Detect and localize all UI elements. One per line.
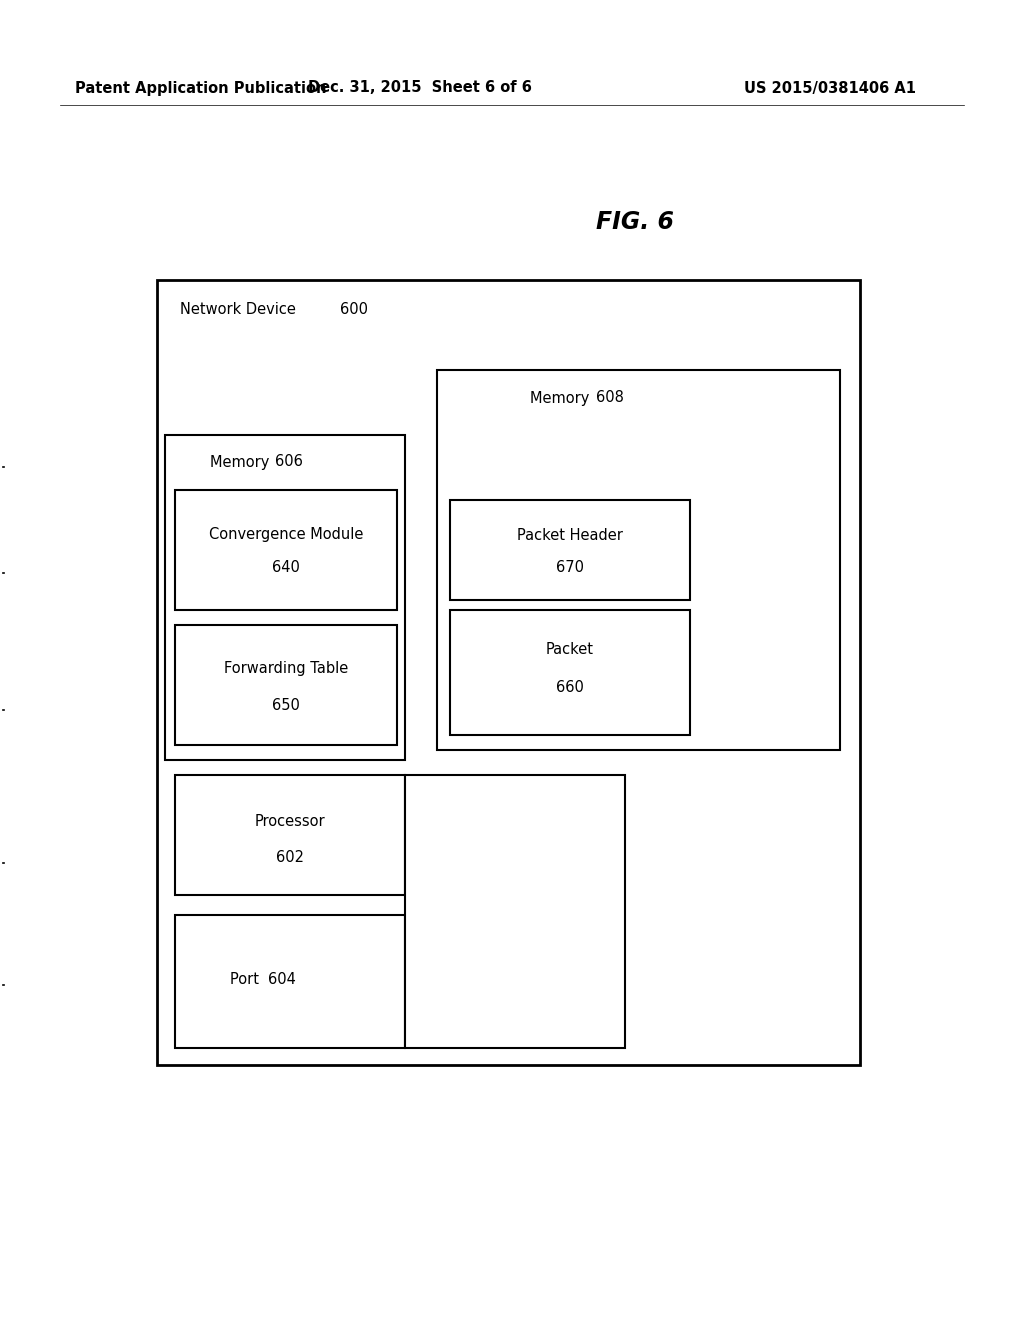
Text: 650: 650 — [272, 697, 300, 713]
Text: Network Device: Network Device — [180, 302, 300, 318]
Bar — [450, 500, 690, 601]
Bar — [175, 490, 397, 610]
Text: 670: 670 — [556, 561, 584, 576]
Text: FIG. 6: FIG. 6 — [596, 210, 674, 234]
Text: Memory: Memory — [210, 454, 274, 470]
Text: 606: 606 — [275, 454, 303, 470]
Text: Forwarding Table: Forwarding Table — [224, 660, 348, 676]
Text: 640: 640 — [272, 561, 300, 576]
Text: Packet: Packet — [546, 643, 594, 657]
Bar — [165, 436, 406, 760]
Bar — [406, 775, 625, 1048]
Text: Patent Application Publication: Patent Application Publication — [75, 81, 327, 95]
Text: Packet Header: Packet Header — [517, 528, 623, 543]
Bar — [437, 370, 840, 750]
Text: Dec. 31, 2015  Sheet 6 of 6: Dec. 31, 2015 Sheet 6 of 6 — [308, 81, 531, 95]
Text: Convergence Module: Convergence Module — [209, 528, 364, 543]
Text: Processor: Processor — [255, 814, 326, 829]
Text: Memory: Memory — [530, 391, 594, 405]
Text: 602: 602 — [276, 850, 304, 866]
Bar — [175, 915, 406, 1048]
Text: 660: 660 — [556, 681, 584, 696]
Text: 600: 600 — [340, 302, 368, 318]
Bar — [450, 610, 690, 735]
Bar — [175, 775, 406, 895]
Bar — [175, 624, 397, 744]
Text: 604: 604 — [268, 973, 296, 987]
Text: US 2015/0381406 A1: US 2015/0381406 A1 — [744, 81, 916, 95]
Bar — [157, 280, 860, 1065]
Text: Port: Port — [230, 973, 263, 987]
Text: 608: 608 — [596, 391, 624, 405]
